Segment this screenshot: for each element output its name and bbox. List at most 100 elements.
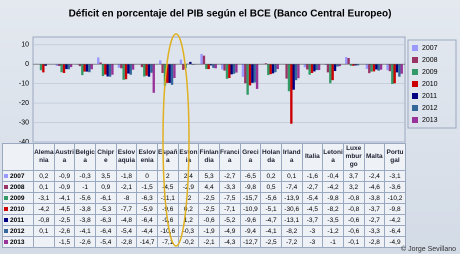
bar xyxy=(145,64,148,76)
value-cell: -0,1 xyxy=(342,236,365,248)
legend-swatch xyxy=(412,81,418,87)
watermark: © Jorge Sevillano xyxy=(401,246,456,253)
value-cell: -6,4 xyxy=(94,225,117,237)
value-cell: -0,8 xyxy=(342,203,365,215)
bar xyxy=(140,64,144,68)
value-cell: 3,7 xyxy=(342,170,365,182)
category-label: Belgica xyxy=(74,143,96,171)
row-label: 2008 xyxy=(10,183,25,191)
bar xyxy=(294,64,298,81)
data-row: 2011 -0,8 -2,5 -3,8 -6,3 -4,8 -6,4 -9,6 1,2 -0,6-… xyxy=(2,214,406,226)
bar xyxy=(173,64,176,79)
bar xyxy=(81,64,84,76)
value-cell: 0 xyxy=(136,170,158,182)
value-cell: -8 xyxy=(115,192,138,204)
row-label: 2013 xyxy=(10,238,25,246)
category-label: Italia xyxy=(301,143,324,171)
value-cell: -4,9 xyxy=(218,225,241,237)
bar xyxy=(182,64,185,70)
category-label: Austria xyxy=(53,143,76,171)
bar xyxy=(150,64,153,73)
value-cell: -8,2 xyxy=(322,203,344,215)
value-cell: 0,1 xyxy=(33,181,55,193)
bar xyxy=(287,64,291,92)
row-label: 2011 xyxy=(10,216,25,224)
bar xyxy=(246,64,249,95)
row-key xyxy=(4,228,8,233)
legend-swatch xyxy=(412,117,418,123)
bar xyxy=(400,64,403,74)
legend-label: 2012 xyxy=(422,105,438,112)
bar xyxy=(143,64,146,77)
row-key xyxy=(4,195,8,200)
bar xyxy=(356,64,360,66)
value-cell: -3,3 xyxy=(363,225,386,237)
chart: Déficit en porcentaje del PIB según el B… xyxy=(19,9,457,146)
row-label-cell: 2012 xyxy=(2,225,34,237)
bar xyxy=(159,60,162,65)
bar xyxy=(152,64,155,93)
value-cell: -7,7 xyxy=(115,203,138,215)
value-cell: -2,9 xyxy=(177,181,200,193)
value-cell: -13,1 xyxy=(280,214,303,226)
value-cell: -2,7 xyxy=(363,214,386,226)
row-label-cell: 2013 xyxy=(2,236,34,248)
value-cell: -9,8 xyxy=(322,192,344,204)
bar xyxy=(354,64,357,66)
value-cell: -2,7 xyxy=(218,170,241,182)
bar xyxy=(122,64,125,80)
value-cell: 0,5 xyxy=(260,181,282,193)
bar xyxy=(44,64,47,66)
value-cell: -5,1 xyxy=(260,203,282,215)
bar xyxy=(326,64,330,73)
value-cell: -9,6 xyxy=(156,203,179,215)
bar xyxy=(333,64,337,72)
bar xyxy=(42,64,45,73)
value-cell: -11,1 xyxy=(156,192,179,204)
value-cell: -3,8 xyxy=(74,203,96,215)
row-key xyxy=(4,173,8,178)
value-cell: -6,3 xyxy=(136,192,158,204)
row-key xyxy=(4,217,8,222)
value-cell: -4,9 xyxy=(384,236,406,248)
bar xyxy=(285,64,288,79)
value-cell: -3,7 xyxy=(363,203,386,215)
value-cell: -14,7 xyxy=(136,236,158,248)
value-cell: -0,8 xyxy=(33,214,55,226)
bar xyxy=(129,64,132,75)
category-label: Letonia xyxy=(322,143,344,171)
value-cell: 0,2 xyxy=(33,170,55,182)
value-cell: 3,2 xyxy=(342,181,365,193)
value-cell: -0,9 xyxy=(53,170,76,182)
bar xyxy=(209,64,213,66)
value-cell: -1,6 xyxy=(301,170,324,182)
value-cell: -9,8 xyxy=(384,203,406,215)
value-cell: -5,3 xyxy=(94,203,117,215)
bar xyxy=(315,64,318,71)
bar xyxy=(349,64,353,66)
legend-box xyxy=(407,39,457,129)
bar xyxy=(225,64,229,79)
value-cell: -2,7 xyxy=(301,181,324,193)
legend-label: 2008 xyxy=(422,57,438,64)
bar xyxy=(67,64,70,70)
bar xyxy=(368,64,371,74)
bar xyxy=(313,64,316,72)
bar xyxy=(200,53,203,65)
bar xyxy=(179,59,183,65)
bar xyxy=(69,64,73,68)
bar xyxy=(276,64,279,70)
value-cell: -15,7 xyxy=(239,192,262,204)
bar xyxy=(297,64,300,79)
bar xyxy=(232,64,236,74)
value-cell: -9,6 xyxy=(239,214,262,226)
bar xyxy=(117,64,121,68)
bar xyxy=(58,64,61,66)
bar xyxy=(338,64,341,67)
legend-label: 2009 xyxy=(422,69,438,76)
value-cell: -5,2 xyxy=(218,214,241,226)
bar xyxy=(310,64,314,73)
bar xyxy=(88,64,91,73)
data-row: 2007 0,2 -0,9 -0,3 3,5 -1,8 0 2 2,4 5,3 -2,7 -6,5 0,… xyxy=(2,170,406,182)
data-row: 2013 -1,5 -2,6 -5,4 -2,8 -14,7 -7,1 -0,2 -2,1 -4,… xyxy=(2,236,406,248)
